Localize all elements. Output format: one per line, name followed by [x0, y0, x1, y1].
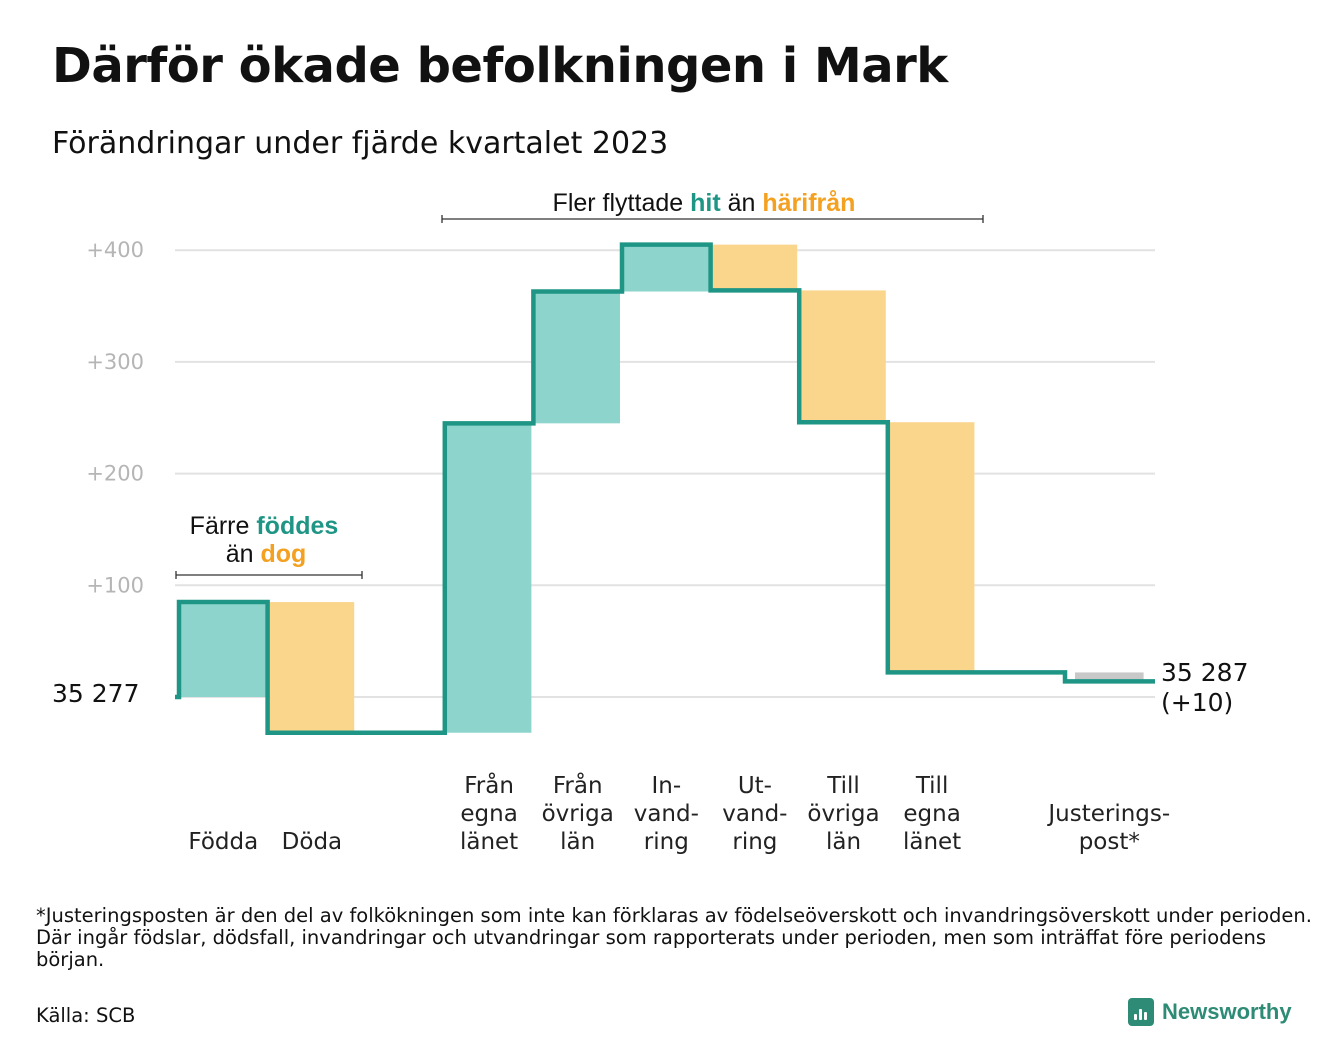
category-label: ring — [644, 829, 689, 855]
category-label: Döda — [282, 829, 342, 855]
y-tick-label: +300 — [86, 350, 144, 374]
bar — [712, 244, 798, 291]
value-labels: 35 277 35 287(+10) — [52, 658, 1248, 717]
newsworthy-logo: Newsworthy — [1128, 998, 1292, 1026]
start-value-label: 35 277 — [52, 679, 139, 708]
y-tick-label: +200 — [86, 462, 144, 486]
end-value-label: 35 287 — [1161, 658, 1248, 687]
category-label: Justerings- — [1046, 801, 1170, 827]
category-label: övriga — [542, 801, 614, 827]
category-labels: Födda DödaFrånegnalänetFrånövrigalänIn-va… — [188, 771, 1170, 855]
category-label: egna — [460, 801, 517, 827]
category-label: Ut- — [738, 773, 772, 799]
chart-subtitle: Förändringar under fjärde kvartalet 2023 — [52, 126, 669, 161]
y-axis-ticks: +100 +200 +300 +400 — [86, 238, 144, 597]
category-label: länet — [903, 829, 961, 855]
category-label: län — [560, 829, 595, 855]
category-label: egna — [903, 801, 960, 827]
category-label: post* — [1079, 829, 1140, 855]
chart-title: Därför ökade befolkningen i Mark — [52, 38, 948, 94]
bar — [535, 291, 620, 424]
category-label: Till — [915, 773, 949, 799]
bar — [269, 602, 355, 733]
bar — [181, 602, 266, 697]
category-label: vand- — [722, 801, 787, 827]
births-annotation-line1: Färre föddes — [190, 512, 339, 540]
footnote: *Justeringsposten är den del av folkökni… — [36, 904, 1312, 971]
category-label: län — [826, 829, 861, 855]
chart-logo-icon — [1128, 998, 1154, 1026]
category-label: vand- — [634, 801, 699, 827]
migration-annotation: Fler flyttade hit än härifrån — [553, 189, 856, 217]
category-label: Till — [826, 773, 860, 799]
bars — [181, 244, 1144, 733]
category-label: länet — [460, 829, 518, 855]
source-label: Källa: SCB — [36, 1004, 136, 1027]
y-tick-label: +100 — [86, 573, 144, 597]
brand-name: Newsworthy — [1162, 999, 1292, 1024]
births-annotation-line2: än dog — [226, 540, 307, 568]
y-tick-label: +400 — [86, 238, 144, 262]
category-label: ring — [732, 829, 777, 855]
bar — [889, 422, 975, 673]
bar — [624, 244, 709, 292]
end-change-label: (+10) — [1161, 688, 1233, 717]
waterfall-chart: +100+200+300+400 Födda DödaFrånegnalänetF… — [52, 189, 1248, 855]
running-total-line — [175, 242, 1155, 735]
category-label: In- — [651, 773, 681, 799]
category-label: övriga — [807, 801, 879, 827]
category-label: Från — [553, 771, 603, 799]
bar — [801, 290, 886, 423]
bar — [1075, 672, 1144, 682]
bar — [446, 423, 532, 733]
category-label: Födda — [188, 829, 258, 855]
category-label: Från — [464, 771, 514, 799]
